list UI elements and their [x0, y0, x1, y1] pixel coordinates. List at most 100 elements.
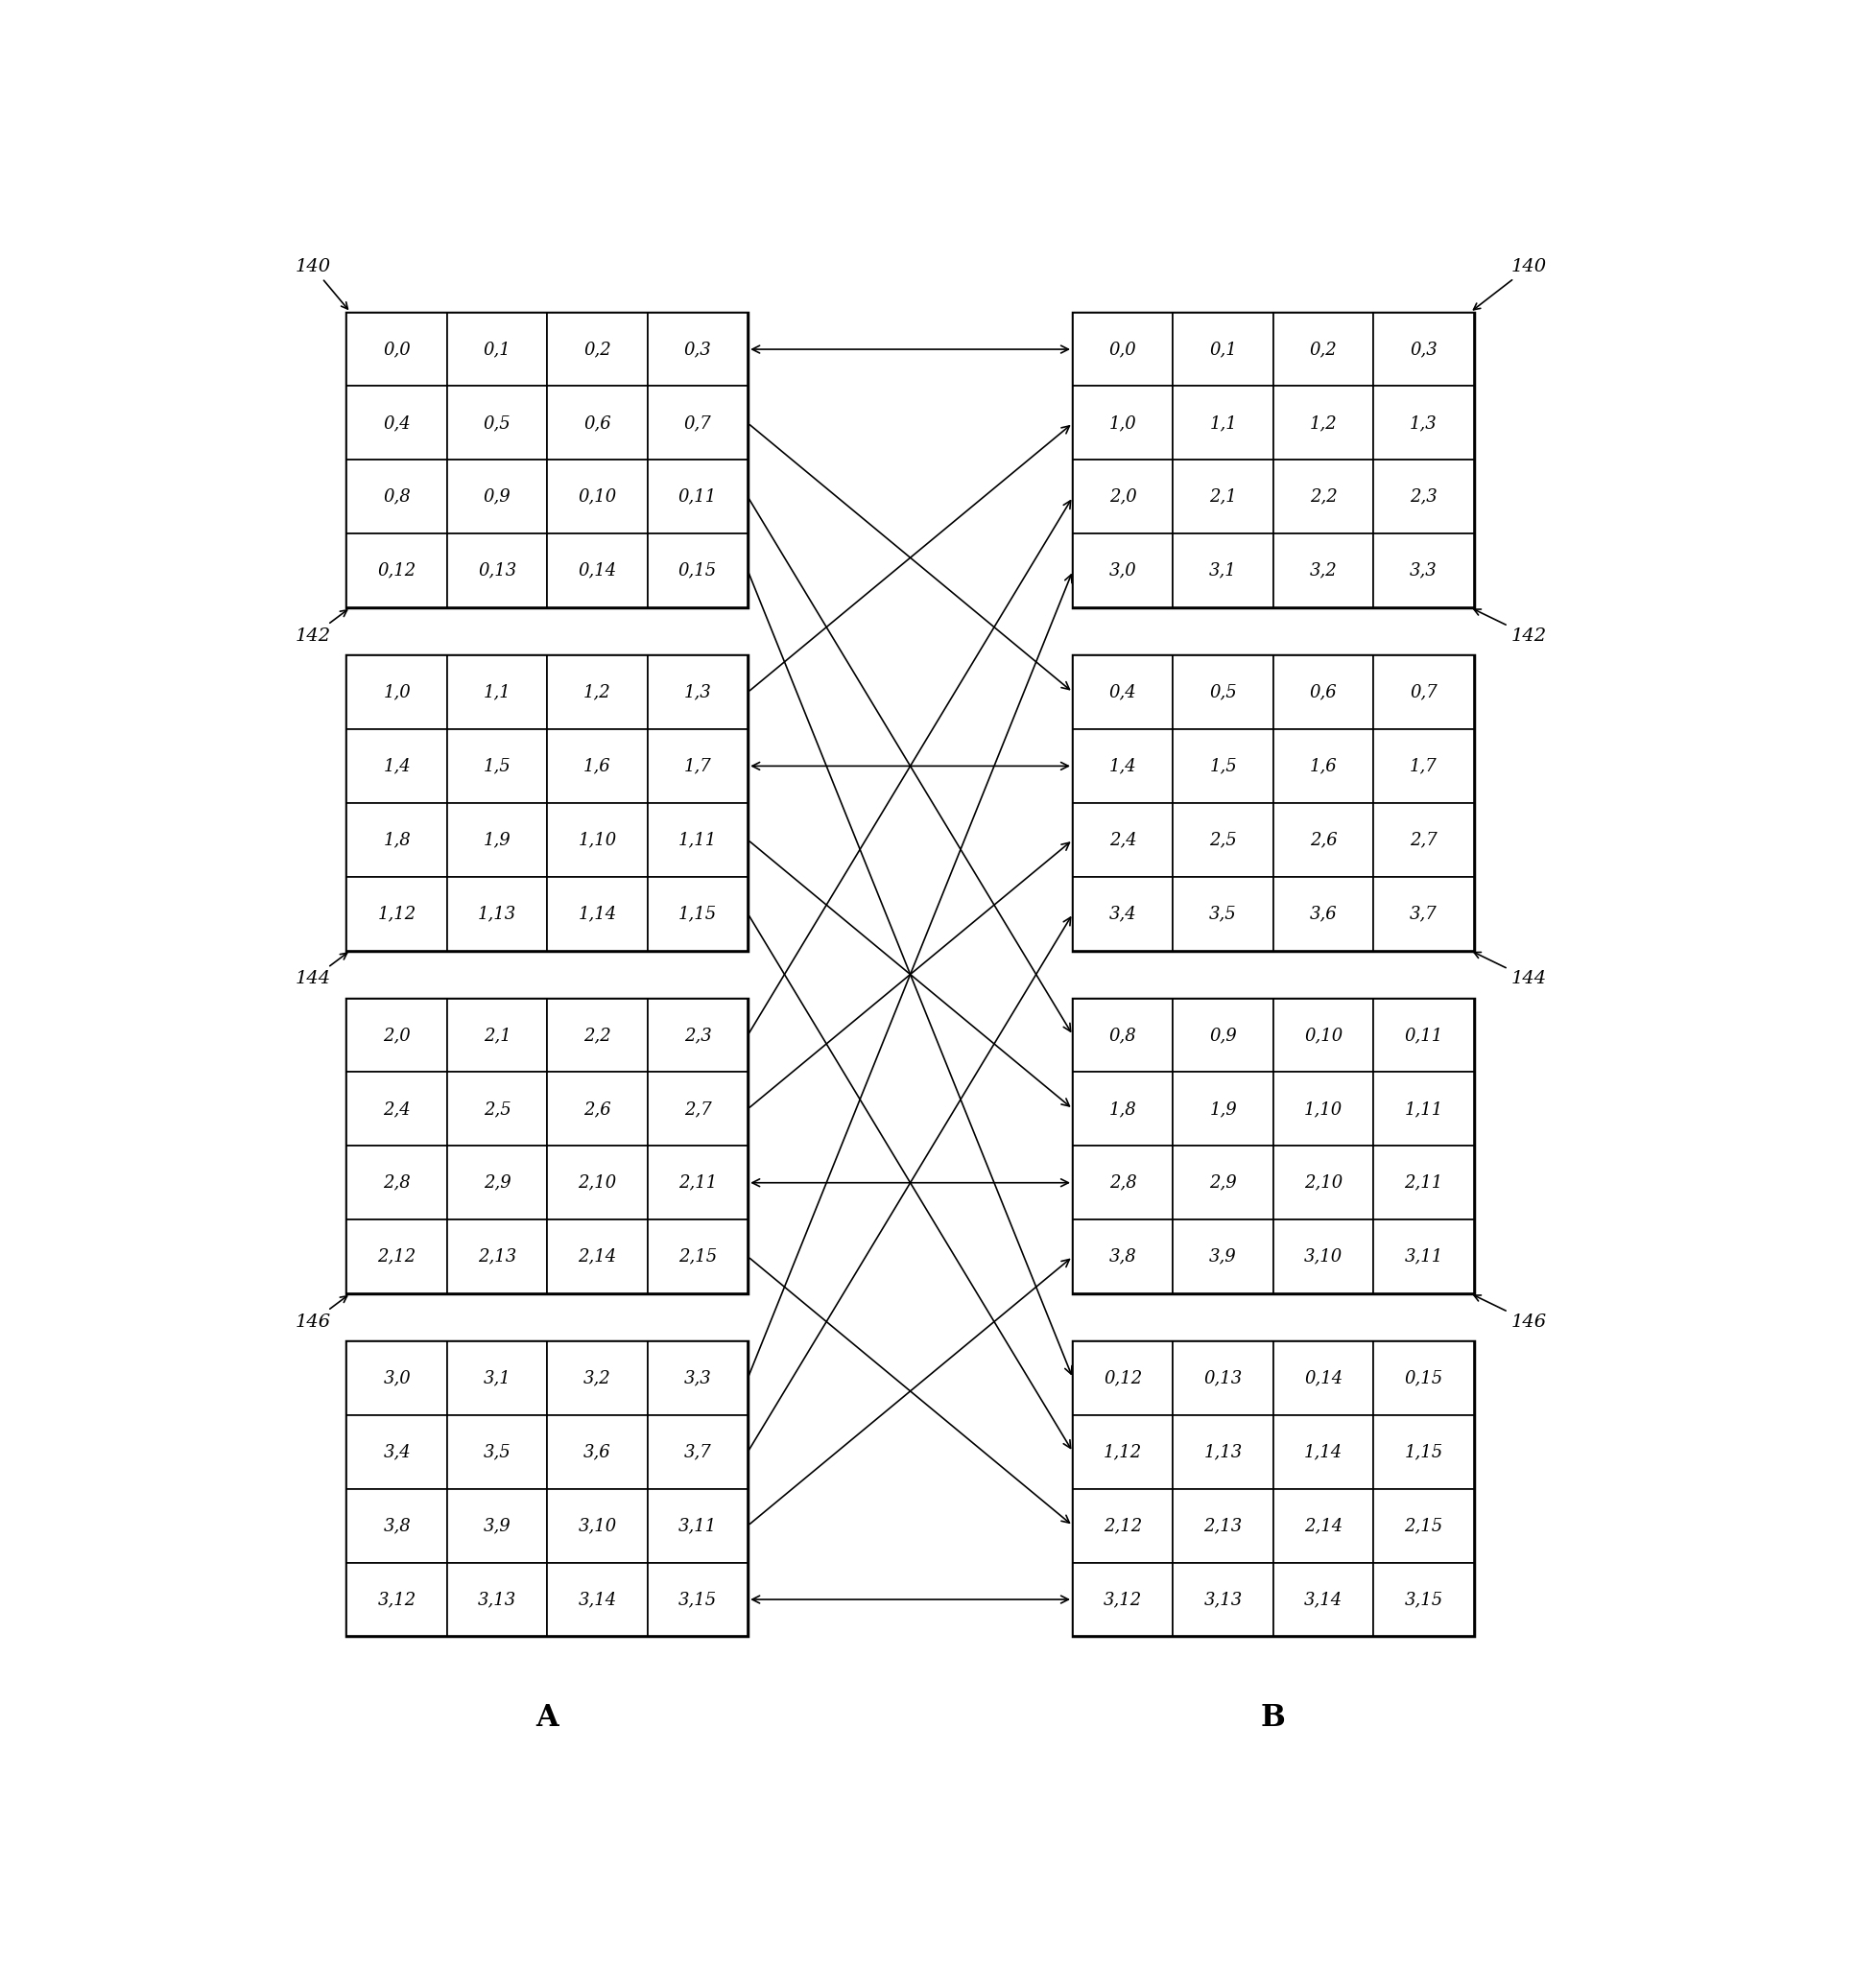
Bar [647, 1489, 747, 1563]
Bar [447, 459, 547, 533]
Text: 0,14: 0,14 [578, 563, 616, 579]
Text: 1,8: 1,8 [1109, 1101, 1137, 1117]
Bar [1172, 1489, 1272, 1563]
Bar [1372, 730, 1472, 803]
Text: 0,2: 0,2 [1309, 340, 1337, 358]
Bar [1372, 1072, 1472, 1145]
Bar [1372, 877, 1472, 950]
Text: 146: 146 [1474, 1296, 1546, 1330]
Bar [447, 1145, 547, 1219]
Bar [647, 1342, 747, 1415]
Text: 3,11: 3,11 [1403, 1248, 1442, 1264]
Text: 3,7: 3,7 [684, 1443, 712, 1461]
Text: 2,11: 2,11 [1403, 1175, 1442, 1191]
Bar [1072, 1342, 1172, 1415]
Text: 0,14: 0,14 [1303, 1370, 1342, 1388]
Bar [447, 1342, 547, 1415]
Text: 1,2: 1,2 [584, 684, 610, 702]
Bar [647, 386, 747, 459]
Text: 3,4: 3,4 [1109, 905, 1137, 922]
Bar [1372, 312, 1472, 386]
Text: 2,14: 2,14 [1303, 1517, 1342, 1535]
Bar [547, 656, 647, 730]
Text: 1,7: 1,7 [1409, 757, 1437, 775]
Bar [1072, 1219, 1172, 1294]
Text: 140: 140 [295, 258, 347, 308]
Bar [1172, 1219, 1272, 1294]
Bar [1372, 386, 1472, 459]
Bar [547, 803, 647, 877]
Text: 0,9: 0,9 [484, 489, 510, 505]
Text: 0,5: 0,5 [484, 414, 510, 431]
Bar [1172, 877, 1272, 950]
Text: 1,6: 1,6 [1309, 757, 1337, 775]
Text: 1,12: 1,12 [1103, 1443, 1142, 1461]
Bar [1372, 998, 1472, 1072]
Text: 3,0: 3,0 [384, 1370, 410, 1388]
Text: 0,10: 0,10 [578, 489, 616, 505]
Bar [1172, 803, 1272, 877]
Bar [347, 656, 447, 730]
Text: 3,4: 3,4 [384, 1443, 410, 1461]
Bar [1272, 533, 1372, 608]
Text: 2,13: 2,13 [1203, 1517, 1242, 1535]
Bar [1272, 1563, 1372, 1636]
Bar [447, 877, 547, 950]
Bar [347, 1342, 447, 1415]
Bar [1072, 803, 1172, 877]
Text: 2,7: 2,7 [684, 1101, 712, 1117]
Text: 1,13: 1,13 [1203, 1443, 1242, 1461]
Bar [1372, 1145, 1472, 1219]
Text: 0,12: 0,12 [378, 563, 415, 579]
Text: 2,1: 2,1 [484, 1026, 510, 1044]
Text: 0,13: 0,13 [1203, 1370, 1242, 1388]
Bar [647, 803, 747, 877]
Bar [1372, 1489, 1472, 1563]
Text: 0,10: 0,10 [1303, 1026, 1342, 1044]
Bar [1072, 730, 1172, 803]
Text: 0,3: 0,3 [684, 340, 712, 358]
Text: 1,10: 1,10 [1303, 1101, 1342, 1117]
Text: 3,2: 3,2 [584, 1370, 610, 1388]
Text: 0,11: 0,11 [1403, 1026, 1442, 1044]
Text: 0,1: 0,1 [484, 340, 510, 358]
Text: 144: 144 [295, 952, 347, 988]
Bar [647, 533, 747, 608]
Text: 0,2: 0,2 [584, 340, 610, 358]
Bar [1372, 459, 1472, 533]
Text: 0,0: 0,0 [384, 340, 410, 358]
Text: 0,12: 0,12 [1103, 1370, 1142, 1388]
Bar [547, 533, 647, 608]
Bar [1272, 656, 1372, 730]
Bar [347, 459, 447, 533]
Bar [547, 1145, 647, 1219]
Bar [1372, 533, 1472, 608]
Text: 3,9: 3,9 [484, 1517, 510, 1535]
Bar [1272, 877, 1372, 950]
Bar [1072, 656, 1172, 730]
Text: 1,0: 1,0 [384, 684, 410, 702]
Bar [547, 877, 647, 950]
Text: 3,1: 3,1 [484, 1370, 510, 1388]
Text: 3,2: 3,2 [1309, 563, 1337, 579]
Bar [447, 730, 547, 803]
Bar [1072, 386, 1172, 459]
Bar [1272, 1342, 1372, 1415]
Text: 0,7: 0,7 [684, 414, 712, 431]
Text: 0,11: 0,11 [679, 489, 716, 505]
Text: 3,11: 3,11 [679, 1517, 716, 1535]
Bar [1172, 1342, 1272, 1415]
Bar [1172, 533, 1272, 608]
Text: 0,8: 0,8 [384, 489, 410, 505]
Bar [347, 1072, 447, 1145]
Bar [1072, 998, 1472, 1294]
Bar [647, 998, 747, 1072]
Text: 1,9: 1,9 [1209, 1101, 1237, 1117]
Text: 0,9: 0,9 [1209, 1026, 1237, 1044]
Bar [1172, 312, 1272, 386]
Text: 0,1: 0,1 [1209, 340, 1237, 358]
Text: 2,13: 2,13 [478, 1248, 515, 1264]
Bar [347, 1145, 447, 1219]
Text: 2,7: 2,7 [1409, 831, 1437, 849]
Bar [547, 1072, 647, 1145]
